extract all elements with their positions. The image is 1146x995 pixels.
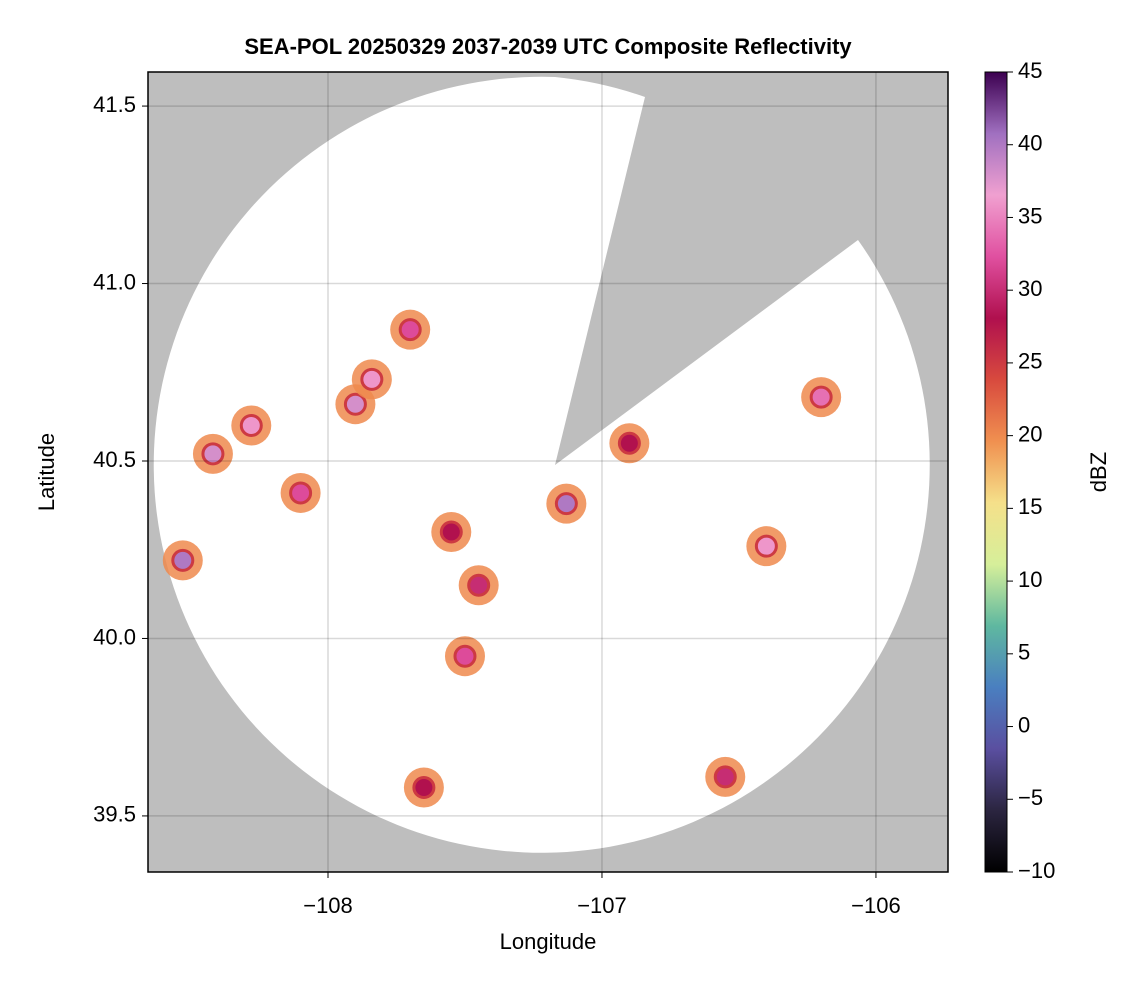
echo-cell	[398, 318, 422, 342]
echo-cell	[343, 392, 367, 416]
echo-cell	[239, 414, 263, 438]
echo-cell	[554, 492, 578, 516]
colorbar-tick-label: 10	[1018, 567, 1042, 592]
colorbar-frame	[984, 71, 1008, 873]
x-tick-label: −107	[577, 893, 627, 918]
echo-cell	[467, 573, 491, 597]
colorbar	[985, 72, 1007, 872]
echo-cell	[201, 442, 225, 466]
echo-cell	[360, 367, 384, 391]
echo-cell	[412, 776, 436, 800]
colorbar-tick-label: −5	[1018, 785, 1043, 810]
colorbar-tick-label: 30	[1018, 276, 1042, 301]
x-tick-label: −108	[303, 893, 353, 918]
echo-cell	[754, 534, 778, 558]
colorbar-tick-label: 5	[1018, 640, 1030, 665]
colorbar-label: dBZ	[1086, 452, 1111, 492]
colorbar-tick-label: 45	[1018, 58, 1042, 83]
colorbar-tick-label: 40	[1018, 131, 1042, 156]
echo-cell	[439, 520, 463, 544]
echo-cell	[171, 548, 195, 572]
y-tick-label: 40.0	[93, 624, 136, 649]
echo-cells	[162, 309, 842, 808]
colorbar-tick-label: −10	[1018, 858, 1055, 883]
grid	[148, 72, 948, 872]
echo-cell	[809, 385, 833, 409]
radar-coverage	[153, 76, 930, 853]
plot-frame	[147, 71, 949, 873]
echo-cell	[289, 481, 313, 505]
y-tick-label: 41.0	[93, 269, 136, 294]
echo-cell	[617, 431, 641, 455]
y-axis-label: Latitude	[34, 433, 59, 511]
colorbar-tick-label: 15	[1018, 494, 1042, 519]
colorbar-tick-label: 0	[1018, 712, 1030, 737]
x-axis-label: Longitude	[500, 929, 597, 954]
echo-cell	[453, 644, 477, 668]
y-tick-label: 40.5	[93, 447, 136, 472]
y-tick-label: 39.5	[93, 802, 136, 827]
y-tick-label: 41.5	[93, 92, 136, 117]
colorbar-tick-label: 20	[1018, 421, 1042, 446]
colorbar-tick-label: 25	[1018, 349, 1042, 374]
echo-cell	[713, 765, 737, 789]
chart-title: SEA-POL 20250329 2037-2039 UTC Composite…	[244, 34, 852, 59]
colorbar-tick-label: 35	[1018, 203, 1042, 228]
x-tick-label: −106	[851, 893, 901, 918]
